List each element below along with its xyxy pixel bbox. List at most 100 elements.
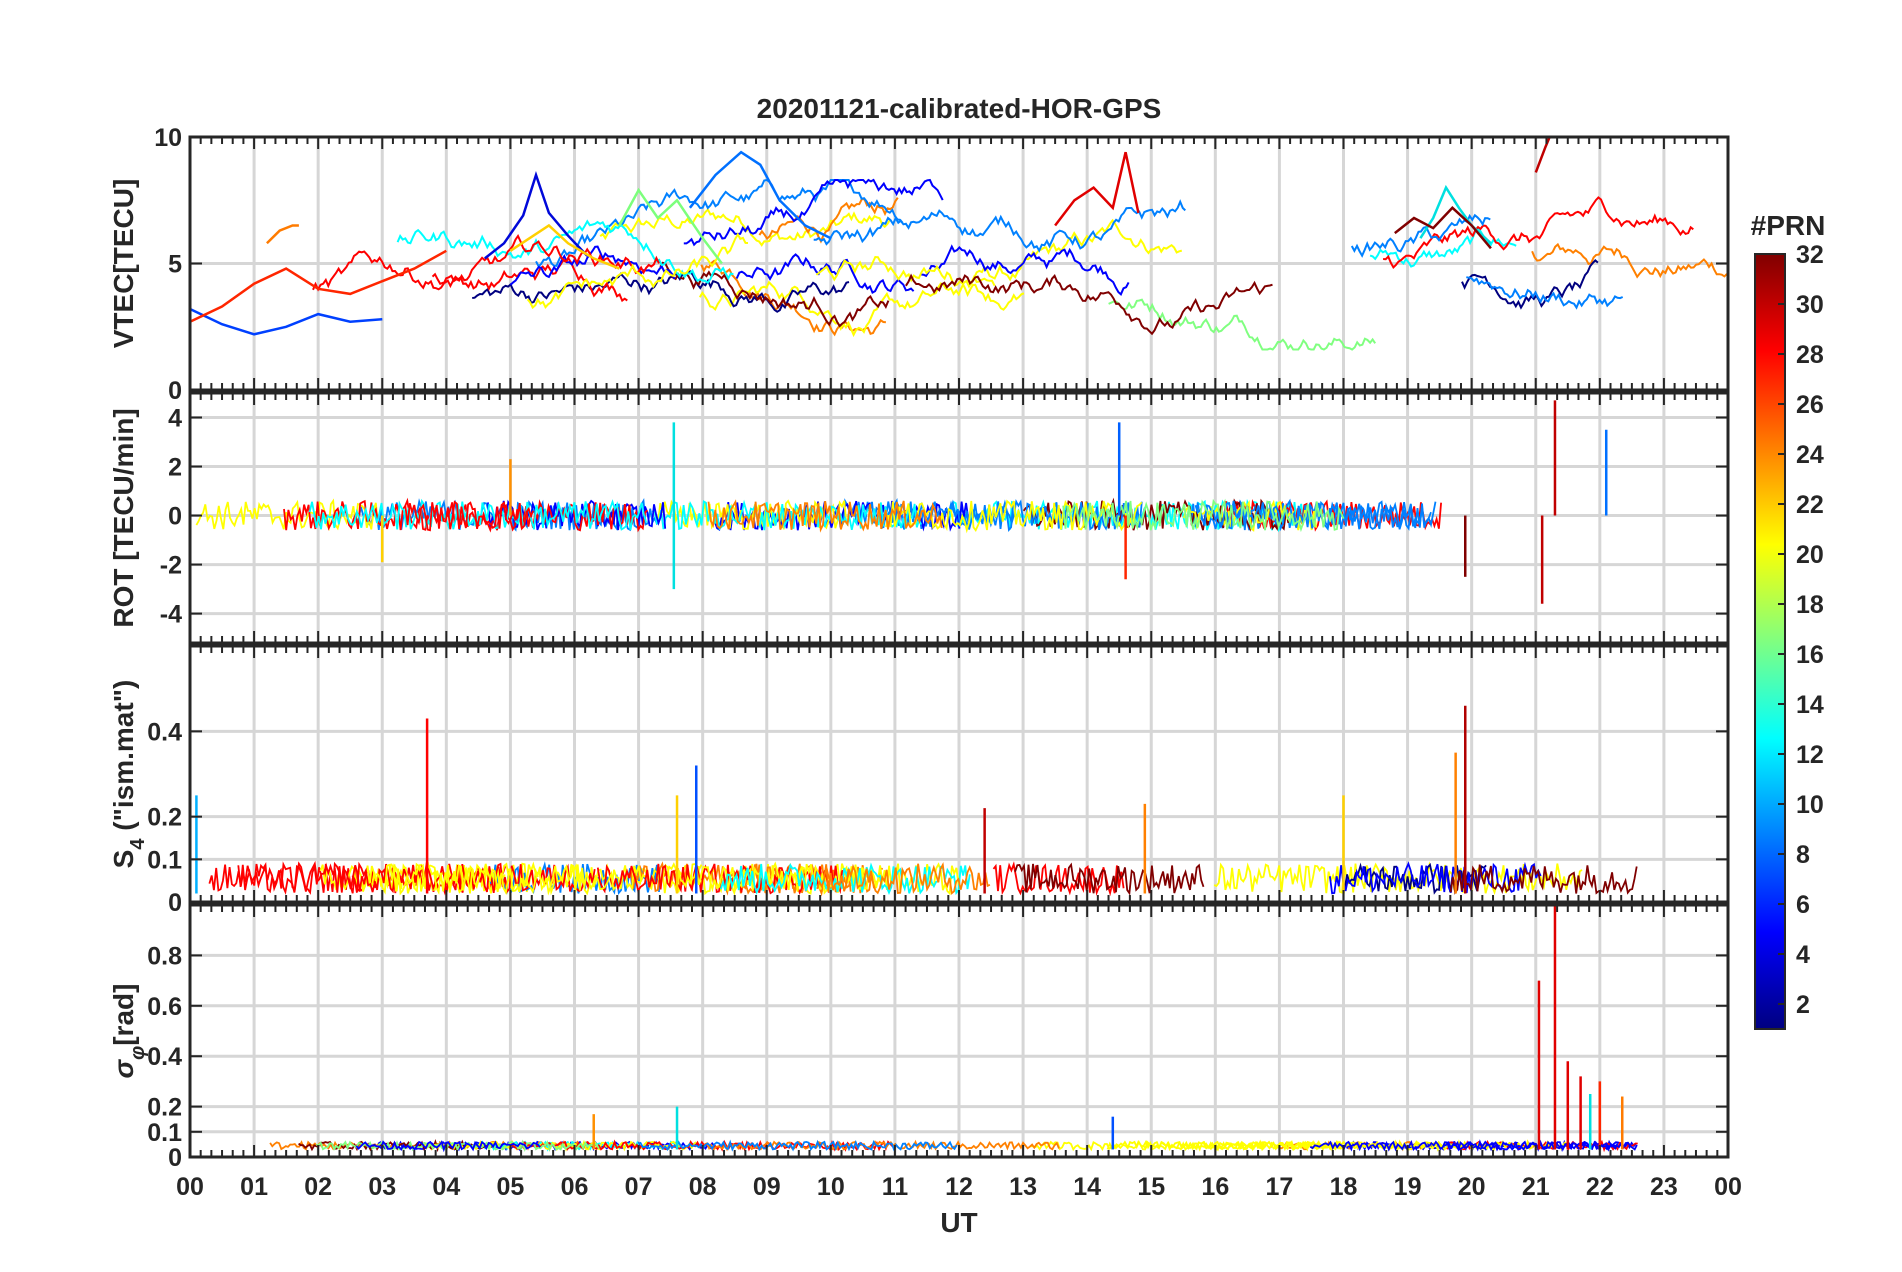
x-tick-label: 09: [753, 1173, 781, 1201]
data-layer: [195, 705, 1638, 897]
series-line-prn-2: [484, 170, 589, 260]
series-line: [1383, 196, 1694, 270]
y-axis-label: σφ[rad]: [108, 984, 149, 1079]
x-tick-label: 01: [240, 1173, 268, 1201]
x-tick-label: 20: [1458, 1173, 1486, 1201]
series-line-prn-8: [688, 150, 832, 240]
x-tick-label: 11: [882, 1173, 909, 1201]
x-tick-label: 08: [689, 1173, 717, 1201]
colorbar-tick-label: 18: [1796, 591, 1824, 619]
colorbar-tick-label: 2: [1796, 991, 1810, 1019]
series-line: [404, 500, 535, 532]
x-tick-label: 06: [561, 1173, 589, 1201]
series-line: [351, 861, 596, 894]
colorbar-tick-label: 26: [1796, 391, 1824, 419]
y-tick-label: 0: [168, 377, 182, 405]
x-tick-label: 02: [304, 1173, 332, 1201]
series-line: [905, 273, 1273, 336]
y-tick-label: 0.4: [147, 1043, 182, 1071]
colorbar-tick-label: 4: [1796, 941, 1810, 969]
x-tick-label: 15: [1137, 1173, 1165, 1201]
series-line: [1142, 1139, 1338, 1152]
series-line: [431, 256, 628, 303]
series-line: [704, 1139, 1060, 1152]
y-tick-label: 0.6: [147, 993, 182, 1021]
series-line: [659, 261, 890, 328]
series-line-prn-27: [190, 249, 447, 323]
x-tick-label: 21: [1522, 1173, 1550, 1201]
y-axis-label: S4 ("ism.mat"): [108, 680, 149, 869]
series-line: [735, 253, 915, 295]
data-layer: [195, 400, 1608, 604]
y-tick-label: 0.8: [147, 942, 182, 970]
y-tick-label: -2: [160, 552, 182, 580]
series-line-prn-17: [618, 187, 723, 265]
y-tick-label: 0.2: [147, 1094, 182, 1122]
y-axis-label: ROT [TECU/min]: [108, 408, 139, 627]
data-layer: [190, 137, 1728, 351]
series-line: [707, 499, 943, 533]
colorbar-tick-label: 14: [1796, 691, 1824, 719]
y-tick-label: 10: [154, 124, 182, 152]
series-line-prn-6: [190, 307, 383, 336]
series-line: [1309, 1140, 1619, 1152]
y-tick-label: -4: [160, 601, 182, 629]
series-line: [535, 178, 904, 268]
x-tick-label: 10: [817, 1173, 845, 1201]
colorbar-tick-label: 32: [1796, 241, 1824, 269]
series-line: [1449, 864, 1638, 895]
colorbar-bar: [1754, 253, 1786, 1030]
series-line: [1329, 861, 1542, 895]
series-line: [308, 498, 648, 531]
series-line: [813, 199, 1186, 253]
colorbar-tick-label: 24: [1796, 441, 1824, 469]
series-line: [758, 197, 899, 244]
series-line: [920, 244, 1130, 296]
x-tick-label: 13: [1009, 1173, 1037, 1201]
x-tick-label: 12: [945, 1173, 973, 1201]
series-line: [509, 245, 676, 286]
series-line: [719, 862, 971, 897]
series-line: [1466, 276, 1624, 310]
series-line: [1461, 259, 1599, 310]
y-tick-label: 0: [168, 503, 182, 531]
series-line-prn-32: [1394, 206, 1492, 250]
colorbar-tick-label: 6: [1796, 891, 1810, 919]
y-tick-label: 5: [168, 251, 182, 279]
y-axis-label: VTEC[TECU]: [108, 179, 139, 349]
colorbar-tick-label: 20: [1796, 541, 1824, 569]
y-tick-label: 0.1: [147, 846, 182, 874]
series-line: [316, 1139, 600, 1152]
series-line: [698, 274, 996, 338]
series-line-prn-24: [266, 224, 299, 245]
series-line-prn-29: [1054, 151, 1140, 227]
x-tick-label: 18: [1330, 1173, 1358, 1201]
colorbar-tick-label: 16: [1796, 641, 1824, 669]
series-line-prn-20: [509, 223, 620, 270]
series-line: [815, 255, 1025, 311]
panel-vtec: 0 5 10 VTEC[TECU]: [108, 124, 1730, 405]
y-tick-label: 0.4: [147, 718, 182, 746]
x-tick-label: 03: [368, 1173, 396, 1201]
x-tick-label: 04: [432, 1173, 460, 1201]
colorbar-tick-label: 10: [1796, 791, 1824, 819]
x-tick-label: 22: [1586, 1173, 1614, 1201]
series-line: [816, 861, 991, 895]
x-tick-label: 05: [497, 1173, 525, 1201]
x-tick-label: 19: [1394, 1173, 1422, 1201]
x-tick-label: 23: [1650, 1173, 1678, 1201]
x-tick-label: 00: [176, 1173, 204, 1201]
y-tick-label: 0.1: [147, 1119, 182, 1147]
colorbar-tick-label: 22: [1796, 491, 1824, 519]
colorbar-tick-label: 12: [1796, 741, 1824, 769]
series-line: [355, 1140, 541, 1153]
colorbar-tick-label: 30: [1796, 291, 1824, 319]
y-tick-label: 0.2: [147, 804, 182, 832]
series-line: [683, 178, 944, 247]
series-line: [361, 861, 703, 896]
series-line: [396, 219, 734, 285]
y-tick-label: 2: [168, 454, 182, 482]
series-line: [526, 232, 749, 310]
